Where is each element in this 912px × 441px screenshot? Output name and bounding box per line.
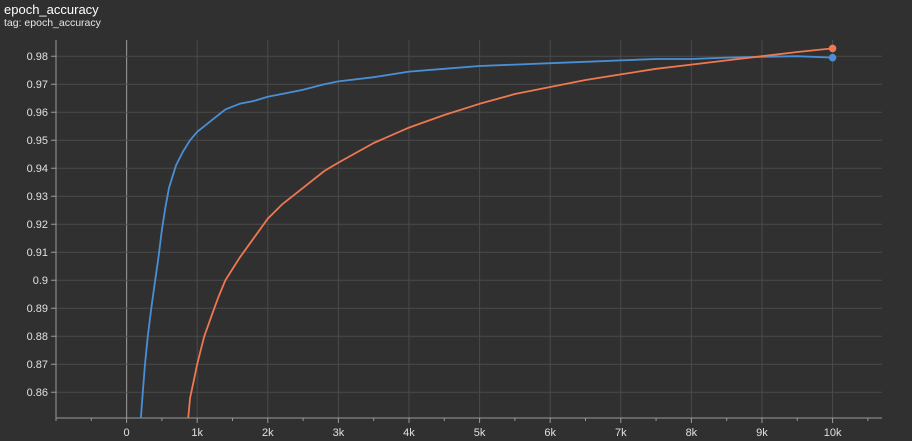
chart-subtitle: tag: epoch_accuracy xyxy=(4,17,101,29)
series-end-point-1 xyxy=(828,53,837,62)
x-tick-label: 5k xyxy=(474,427,486,439)
y-tick-label: 0.9 xyxy=(33,275,48,287)
x-tick-label: 2k xyxy=(262,427,274,439)
y-tick-label: 0.89 xyxy=(27,303,48,315)
y-tick-label: 0.96 xyxy=(27,107,48,119)
x-tick-label: 6k xyxy=(544,427,556,439)
y-tick-label: 0.93 xyxy=(27,191,48,203)
x-tick-label: 3k xyxy=(333,427,345,439)
chart-title: epoch_accuracy xyxy=(4,2,99,17)
y-tick-label: 0.86 xyxy=(27,387,48,399)
y-tick-label: 0.88 xyxy=(27,331,48,343)
x-tick-label: 9k xyxy=(756,427,768,439)
y-tick-label: 0.98 xyxy=(27,51,48,63)
x-tick-label: 10k xyxy=(824,427,842,439)
x-tick-label: 8k xyxy=(686,427,698,439)
x-tick-label: 7k xyxy=(615,427,627,439)
series-line-2 xyxy=(187,47,833,418)
series-end-point-2 xyxy=(828,44,837,53)
series-line-1 xyxy=(139,55,833,418)
y-tick-label: 0.91 xyxy=(27,247,48,259)
y-tick-label: 0.95 xyxy=(27,135,48,147)
y-tick-label: 0.97 xyxy=(27,79,48,91)
x-tick-label: 4k xyxy=(403,427,415,439)
y-tick-label: 0.92 xyxy=(27,219,48,231)
y-tick-label: 0.94 xyxy=(27,163,48,175)
x-tick-label: 0 xyxy=(124,427,130,439)
y-tick-label: 0.87 xyxy=(27,359,48,371)
chart-header: epoch_accuracy tag: epoch_accuracy xyxy=(4,2,101,30)
x-tick-label: 1k xyxy=(191,427,203,439)
